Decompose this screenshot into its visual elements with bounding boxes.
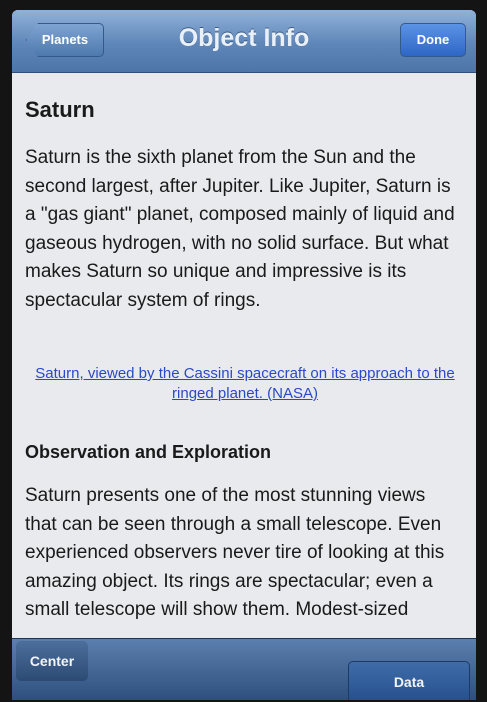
done-button[interactable]: Done [400,23,466,57]
caption-link[interactable]: Saturn, viewed by the Cassini spacecraft… [35,364,455,404]
center-button[interactable]: Center [16,641,88,681]
page: Planets Object Info Done Saturn Saturn i… [0,0,487,702]
toolbar: Center Data [12,638,476,700]
screen: Planets Object Info Done Saturn Saturn i… [12,10,476,700]
heading: Saturn [25,97,95,123]
paragraph: Saturn is the sixth planet from the Sun … [25,144,455,315]
nav-bar: Planets Object Info Done [12,10,476,73]
section-heading: Observation and Exploration [25,442,271,463]
data-button[interactable]: Data [348,661,470,700]
paragraph: Saturn presents one of the most stunning… [25,482,450,625]
